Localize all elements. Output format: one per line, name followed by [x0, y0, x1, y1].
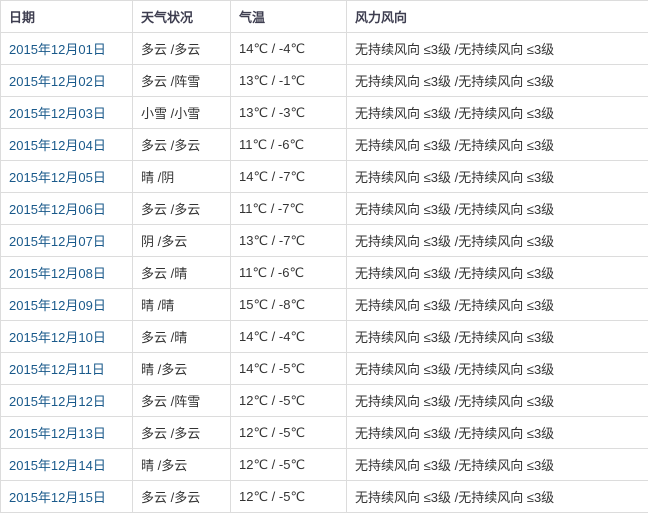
- date-link[interactable]: 2015年12月07日: [9, 234, 106, 249]
- date-cell: 2015年12月01日: [0, 32, 133, 65]
- temp-cell: 12℃ / -5℃: [230, 384, 347, 417]
- date-link[interactable]: 2015年12月09日: [9, 298, 106, 313]
- wind-cell: 无持续风向 ≤3级 /无持续风向 ≤3级: [346, 160, 648, 193]
- date-cell: 2015年12月14日: [0, 448, 133, 481]
- table-row: 2015年12月02日 多云 /阵雪 13℃ / -1℃ 无持续风向 ≤3级 /…: [0, 64, 648, 97]
- table-row: 2015年12月11日 晴 /多云 14℃ / -5℃ 无持续风向 ≤3级 /无…: [0, 352, 648, 385]
- date-cell: 2015年12月07日: [0, 224, 133, 257]
- table-row: 2015年12月13日 多云 /多云 12℃ / -5℃ 无持续风向 ≤3级 /…: [0, 416, 648, 449]
- table-row: 2015年12月14日 晴 /多云 12℃ / -5℃ 无持续风向 ≤3级 /无…: [0, 448, 648, 481]
- date-cell: 2015年12月10日: [0, 320, 133, 353]
- date-link[interactable]: 2015年12月06日: [9, 202, 106, 217]
- weather-cell: 多云 /多云: [132, 192, 231, 225]
- temp-cell: 11℃ / -6℃: [230, 128, 347, 161]
- weather-cell: 多云 /阵雪: [132, 64, 231, 97]
- temp-cell: 11℃ / -6℃: [230, 256, 347, 289]
- date-cell: 2015年12月08日: [0, 256, 133, 289]
- wind-cell: 无持续风向 ≤3级 /无持续风向 ≤3级: [346, 320, 648, 353]
- wind-cell: 无持续风向 ≤3级 /无持续风向 ≤3级: [346, 192, 648, 225]
- temp-cell: 11℃ / -7℃: [230, 192, 347, 225]
- temp-cell: 13℃ / -3℃: [230, 96, 347, 129]
- column-header-temp: 气温: [230, 0, 347, 33]
- wind-cell: 无持续风向 ≤3级 /无持续风向 ≤3级: [346, 480, 648, 513]
- date-cell: 2015年12月15日: [0, 480, 133, 513]
- weather-cell: 多云 /多云: [132, 416, 231, 449]
- wind-cell: 无持续风向 ≤3级 /无持续风向 ≤3级: [346, 384, 648, 417]
- table-row: 2015年12月07日 阴 /多云 13℃ / -7℃ 无持续风向 ≤3级 /无…: [0, 224, 648, 257]
- weather-cell: 多云 /晴: [132, 256, 231, 289]
- date-link[interactable]: 2015年12月02日: [9, 74, 106, 89]
- date-cell: 2015年12月04日: [0, 128, 133, 161]
- weather-cell: 晴 /晴: [132, 288, 231, 321]
- date-link[interactable]: 2015年12月05日: [9, 170, 106, 185]
- wind-cell: 无持续风向 ≤3级 /无持续风向 ≤3级: [346, 96, 648, 129]
- temp-cell: 12℃ / -5℃: [230, 416, 347, 449]
- date-link[interactable]: 2015年12月14日: [9, 458, 106, 473]
- weather-cell: 多云 /多云: [132, 128, 231, 161]
- weather-cell: 多云 /多云: [132, 480, 231, 513]
- date-link[interactable]: 2015年12月13日: [9, 426, 106, 441]
- table-row: 2015年12月10日 多云 /晴 14℃ / -4℃ 无持续风向 ≤3级 /无…: [0, 320, 648, 353]
- table-row: 2015年12月03日 小雪 /小雪 13℃ / -3℃ 无持续风向 ≤3级 /…: [0, 96, 648, 129]
- wind-cell: 无持续风向 ≤3级 /无持续风向 ≤3级: [346, 32, 648, 65]
- table-row: 2015年12月04日 多云 /多云 11℃ / -6℃ 无持续风向 ≤3级 /…: [0, 128, 648, 161]
- date-cell: 2015年12月05日: [0, 160, 133, 193]
- table-row: 2015年12月09日 晴 /晴 15℃ / -8℃ 无持续风向 ≤3级 /无持…: [0, 288, 648, 321]
- temp-cell: 12℃ / -5℃: [230, 480, 347, 513]
- wind-cell: 无持续风向 ≤3级 /无持续风向 ≤3级: [346, 64, 648, 97]
- temp-cell: 13℃ / -7℃: [230, 224, 347, 257]
- date-cell: 2015年12月13日: [0, 416, 133, 449]
- weather-cell: 多云 /晴: [132, 320, 231, 353]
- temp-cell: 14℃ / -4℃: [230, 320, 347, 353]
- date-cell: 2015年12月02日: [0, 64, 133, 97]
- wind-cell: 无持续风向 ≤3级 /无持续风向 ≤3级: [346, 224, 648, 257]
- temp-cell: 15℃ / -8℃: [230, 288, 347, 321]
- weather-cell: 晴 /阴: [132, 160, 231, 193]
- temp-cell: 13℃ / -1℃: [230, 64, 347, 97]
- table-row: 2015年12月01日 多云 /多云 14℃ / -4℃ 无持续风向 ≤3级 /…: [0, 32, 648, 65]
- wind-cell: 无持续风向 ≤3级 /无持续风向 ≤3级: [346, 288, 648, 321]
- weather-cell: 晴 /多云: [132, 352, 231, 385]
- column-header-wind: 风力风向: [346, 0, 648, 33]
- table-row: 2015年12月15日 多云 /多云 12℃ / -5℃ 无持续风向 ≤3级 /…: [0, 480, 648, 513]
- date-link[interactable]: 2015年12月11日: [9, 362, 105, 377]
- temp-cell: 14℃ / -7℃: [230, 160, 347, 193]
- table-row: 2015年12月05日 晴 /阴 14℃ / -7℃ 无持续风向 ≤3级 /无持…: [0, 160, 648, 193]
- date-link[interactable]: 2015年12月08日: [9, 266, 106, 281]
- wind-cell: 无持续风向 ≤3级 /无持续风向 ≤3级: [346, 256, 648, 289]
- temp-cell: 14℃ / -4℃: [230, 32, 347, 65]
- date-link[interactable]: 2015年12月10日: [9, 330, 106, 345]
- weather-cell: 小雪 /小雪: [132, 96, 231, 129]
- date-cell: 2015年12月12日: [0, 384, 133, 417]
- wind-cell: 无持续风向 ≤3级 /无持续风向 ≤3级: [346, 128, 648, 161]
- date-cell: 2015年12月03日: [0, 96, 133, 129]
- date-link[interactable]: 2015年12月03日: [9, 106, 106, 121]
- date-link[interactable]: 2015年12月12日: [9, 394, 106, 409]
- temp-cell: 14℃ / -5℃: [230, 352, 347, 385]
- date-link[interactable]: 2015年12月04日: [9, 138, 106, 153]
- table-row: 2015年12月12日 多云 /阵雪 12℃ / -5℃ 无持续风向 ≤3级 /…: [0, 384, 648, 417]
- column-header-weather: 天气状况: [132, 0, 231, 33]
- date-link[interactable]: 2015年12月15日: [9, 490, 106, 505]
- date-link[interactable]: 2015年12月01日: [9, 42, 106, 57]
- date-cell: 2015年12月11日: [0, 352, 133, 385]
- wind-cell: 无持续风向 ≤3级 /无持续风向 ≤3级: [346, 416, 648, 449]
- table-row: 2015年12月08日 多云 /晴 11℃ / -6℃ 无持续风向 ≤3级 /无…: [0, 256, 648, 289]
- weather-cell: 多云 /多云: [132, 32, 231, 65]
- weather-cell: 晴 /多云: [132, 448, 231, 481]
- wind-cell: 无持续风向 ≤3级 /无持续风向 ≤3级: [346, 352, 648, 385]
- date-cell: 2015年12月06日: [0, 192, 133, 225]
- weather-cell: 多云 /阵雪: [132, 384, 231, 417]
- table-row: 2015年12月06日 多云 /多云 11℃ / -7℃ 无持续风向 ≤3级 /…: [0, 192, 648, 225]
- temp-cell: 12℃ / -5℃: [230, 448, 347, 481]
- column-header-date: 日期: [0, 0, 133, 33]
- weather-cell: 阴 /多云: [132, 224, 231, 257]
- header-row: 日期 天气状况 气温 风力风向: [0, 0, 648, 33]
- wind-cell: 无持续风向 ≤3级 /无持续风向 ≤3级: [346, 448, 648, 481]
- date-cell: 2015年12月09日: [0, 288, 133, 321]
